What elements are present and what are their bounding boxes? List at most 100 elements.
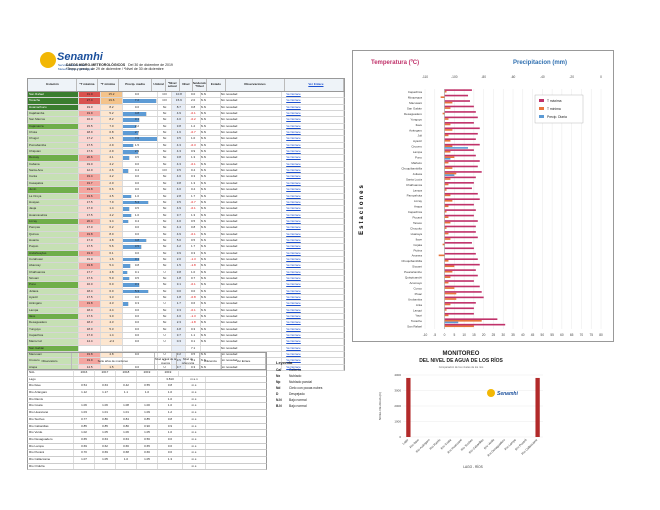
view-link[interactable]: Ver Enlace bbox=[282, 225, 345, 231]
view-link[interactable]: Ver Enlace bbox=[282, 275, 345, 282]
view-link[interactable]: Ver Enlace bbox=[282, 206, 345, 212]
legend-text: Bajo normal bbox=[289, 404, 307, 408]
trend-cell: 7.1 bbox=[186, 345, 201, 352]
category-label: Moquegua bbox=[408, 96, 423, 100]
view-link[interactable]: Ver Enlace bbox=[282, 136, 345, 142]
table-row: Ayaviri 17.5 3.3 0.0 Nx 1.8 -0.8 N.N Sin novedad… bbox=[27, 295, 345, 302]
rivers-header-cell: Serie años de monitoreo bbox=[72, 353, 155, 369]
river-value: m.s bbox=[183, 383, 206, 390]
view-link[interactable]: Ver Enlace bbox=[282, 130, 345, 136]
view-link[interactable]: Ver Enlace bbox=[282, 168, 345, 174]
trend-cell: 0.7 bbox=[186, 275, 201, 282]
bar-tmax bbox=[444, 209, 476, 211]
view-link[interactable]: Ver Enlace bbox=[282, 104, 345, 111]
view-link[interactable]: Ver Enlace bbox=[282, 155, 345, 161]
level-cell: 2.8 bbox=[172, 193, 187, 199]
precip-cell: 0.0 bbox=[123, 352, 158, 358]
precip-value: 1.5 bbox=[134, 142, 140, 147]
view-link[interactable]: Ver Enlace bbox=[282, 244, 345, 250]
level-cell: 4.3 bbox=[172, 142, 187, 149]
view-link[interactable]: Ver Enlace bbox=[282, 218, 345, 225]
view-link[interactable]: Ver Enlace bbox=[282, 333, 345, 339]
tmax-cell: 18.3 bbox=[79, 320, 102, 326]
table-header-cell: *T máxima bbox=[77, 79, 98, 91]
station-name: Canta bbox=[28, 174, 80, 180]
view-link[interactable]: Ver Enlace bbox=[282, 187, 345, 193]
view-link[interactable]: Ver Enlace bbox=[282, 358, 345, 364]
legend-item: Nx Nublado bbox=[276, 373, 340, 379]
view-link[interactable]: Ver Enlace bbox=[282, 269, 345, 275]
tmin-cell: 8.2 bbox=[101, 104, 123, 111]
umbral-cell: Nx bbox=[158, 117, 173, 123]
precip-bar bbox=[122, 207, 130, 211]
precip-cell: 0.0 bbox=[123, 180, 158, 187]
river-value: 0.66 bbox=[116, 443, 137, 450]
view-link[interactable]: Ver Enlace bbox=[282, 326, 345, 333]
view-link[interactable]: Ver Enlace bbox=[282, 307, 345, 314]
view-link[interactable]: Ver Enlace bbox=[282, 250, 345, 256]
status-cell: N.N bbox=[201, 288, 221, 294]
table-header-cell: Precip. media bbox=[119, 79, 153, 91]
view-link[interactable]: Ver Enlace bbox=[282, 288, 345, 294]
status-cell: N.N bbox=[201, 218, 221, 225]
view-link[interactable]: Ver Enlace bbox=[282, 92, 345, 98]
view-link[interactable]: Ver Enlace bbox=[282, 98, 345, 104]
view-link[interactable]: Ver Enlace bbox=[282, 199, 345, 206]
tmin-cell: 6.2 bbox=[101, 225, 123, 231]
river-value: m.s bbox=[183, 456, 206, 463]
umbral-cell: U bbox=[158, 358, 173, 364]
category-label: San Rafael bbox=[407, 325, 422, 329]
logo-subtitle: Servicio Nacional de Meteorología e Hidr… bbox=[58, 63, 93, 71]
view-link[interactable]: Ver Enlace bbox=[282, 193, 345, 199]
category-label: Cusco bbox=[413, 286, 422, 290]
view-link[interactable]: Ver Enlace bbox=[282, 282, 345, 288]
view-link[interactable]: Ver Enlace bbox=[282, 161, 345, 168]
view-link[interactable]: Ver Enlace bbox=[282, 237, 345, 244]
river-name: Río Coata bbox=[28, 403, 74, 410]
view-link[interactable]: Ver Enlace bbox=[282, 320, 345, 326]
x-tick-label: 10 bbox=[462, 333, 466, 337]
view-link[interactable]: Ver Enlace bbox=[282, 123, 345, 130]
view-link[interactable]: Ver Enlace bbox=[282, 301, 345, 307]
view-link[interactable]: Ver Enlace bbox=[282, 345, 345, 352]
status-cell: N.N bbox=[201, 256, 221, 263]
view-link[interactable]: Ver Enlace bbox=[282, 149, 345, 155]
view-link[interactable]: Ver Enlace bbox=[282, 295, 345, 301]
trend-cell: 0.5 bbox=[186, 237, 201, 244]
view-link[interactable]: Ver Enlace bbox=[282, 256, 345, 263]
tmin-cell: 1.4 bbox=[101, 206, 123, 212]
river-value: 0.69 bbox=[95, 450, 116, 456]
rivers-subheader-cell: 2017 bbox=[95, 370, 116, 376]
rivers-subheader-cell: 2019 bbox=[137, 370, 158, 376]
view-link[interactable]: Ver Enlace bbox=[282, 111, 345, 117]
table-row: Crucero 19.9 U 3.5 0.1 N.N Sin novedad Ver Enla… bbox=[27, 358, 345, 365]
view-link[interactable]: Ver Enlace bbox=[282, 174, 345, 180]
river-row: Río Coata 1.06 1.06 1.08 1.00 1.0 m.s bbox=[27, 403, 267, 411]
tmin-cell: 1.6 bbox=[101, 256, 123, 263]
station-name: Huamachuco bbox=[28, 104, 80, 111]
trend-cell: 0.1 bbox=[186, 358, 201, 364]
view-link[interactable]: Ver Enlace bbox=[282, 263, 345, 269]
level-cell: 3.8 bbox=[172, 180, 187, 187]
station-name: Huancavelica bbox=[28, 212, 80, 218]
view-link[interactable]: Ver Enlace bbox=[282, 180, 345, 187]
view-link[interactable]: Ver Enlace bbox=[282, 314, 345, 320]
view-link[interactable]: Ver Enlace bbox=[282, 339, 345, 345]
precip-value: 2.7 bbox=[134, 130, 140, 135]
view-link[interactable]: Ver Enlace bbox=[282, 231, 345, 237]
tmax-cell: 17.9 bbox=[79, 206, 102, 212]
level-cell: 3.8 bbox=[172, 123, 187, 130]
chart2-y-tick: 1000 bbox=[394, 420, 401, 424]
bar-tmax bbox=[444, 105, 474, 108]
view-link[interactable]: Ver Enlace bbox=[282, 212, 345, 218]
view-link[interactable]: Ver Enlace bbox=[282, 364, 345, 371]
view-link[interactable]: Ver Enlace bbox=[282, 142, 345, 149]
river-value: m.s bbox=[183, 423, 206, 430]
bar-tmin bbox=[442, 243, 445, 246]
river-value: 0.86 bbox=[95, 416, 116, 423]
observation-cell: Sin novedad bbox=[221, 180, 283, 187]
view-link[interactable]: Ver Enlace bbox=[282, 117, 345, 123]
view-link[interactable]: Ver Enlace bbox=[282, 352, 345, 358]
category-label: Pisac bbox=[415, 292, 423, 296]
river-value: 0.6 bbox=[158, 436, 183, 443]
